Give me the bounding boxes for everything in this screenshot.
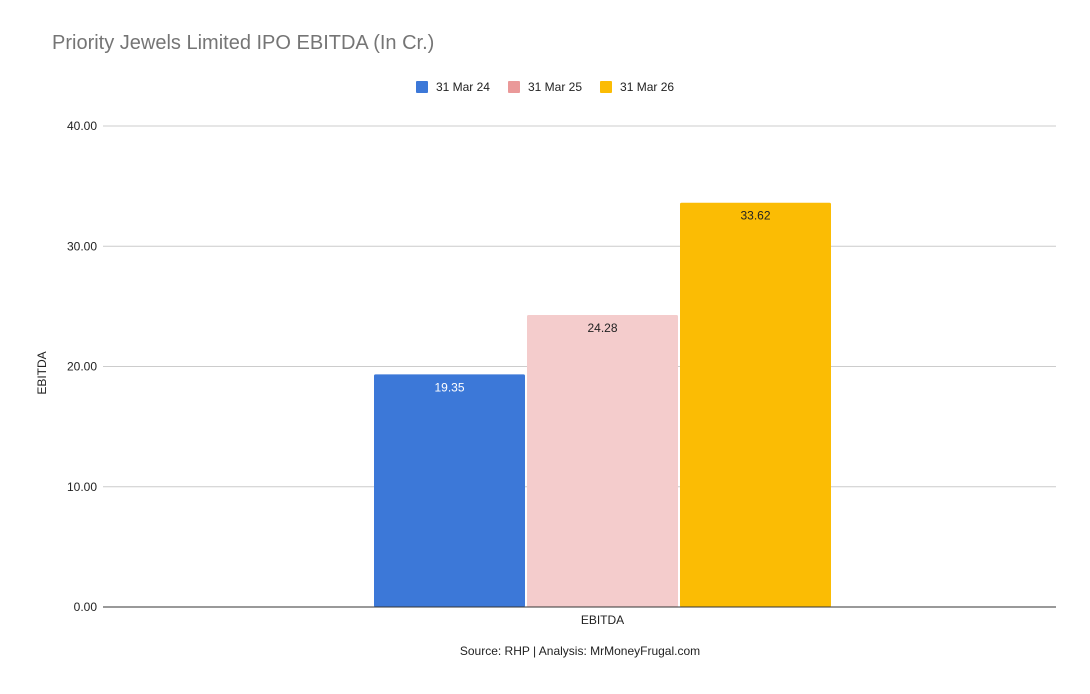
bar-31-mar-24[interactable]	[374, 374, 525, 607]
data-label: 33.62	[740, 209, 770, 223]
legend-swatch	[415, 81, 428, 93]
legend-item-31-mar-26[interactable]: 31 Mar 26	[600, 80, 674, 94]
legend-label: 31 Mar 25	[527, 80, 583, 94]
chart-title: Priority Jewels Limited IPO EBITDA (In C…	[52, 32, 435, 54]
y-tick-label: 20.00	[67, 360, 97, 374]
legend-item-31-mar-25[interactable]: 31 Mar 25	[507, 80, 583, 94]
y-axis-ticks: 0.00 10.00 20.00 30.00 40.00	[67, 119, 97, 614]
bars	[374, 202, 831, 608]
legend-label: 31 Mar 24	[435, 80, 490, 94]
data-labels: 19.35 24.28 33.62	[434, 209, 770, 395]
bar-31-mar-25[interactable]	[527, 315, 678, 607]
y-tick-label: 40.00	[67, 119, 97, 133]
legend-label: 31 Mar 26	[620, 80, 675, 94]
legend-swatch	[600, 81, 613, 93]
source-note: Source: RHP | Analysis: MrMoneyFrugal.co…	[459, 644, 701, 658]
legend-item-31-mar-24[interactable]: 31 Mar 24	[415, 80, 490, 94]
data-label: 19.35	[434, 380, 464, 394]
y-tick-label: 30.00	[67, 239, 97, 253]
legend-swatch	[507, 81, 520, 93]
y-tick-label: 0.00	[74, 600, 98, 614]
bar-31-mar-26[interactable]	[680, 202, 831, 608]
data-label: 24.28	[587, 321, 617, 335]
legend: 31 Mar 24 31 Mar 25 31 Mar 26	[0, 80, 1090, 94]
x-tick-label: EBITDA	[581, 613, 624, 627]
y-axis-title: EBITDA	[35, 351, 49, 394]
y-tick-label: 10.00	[67, 480, 97, 494]
